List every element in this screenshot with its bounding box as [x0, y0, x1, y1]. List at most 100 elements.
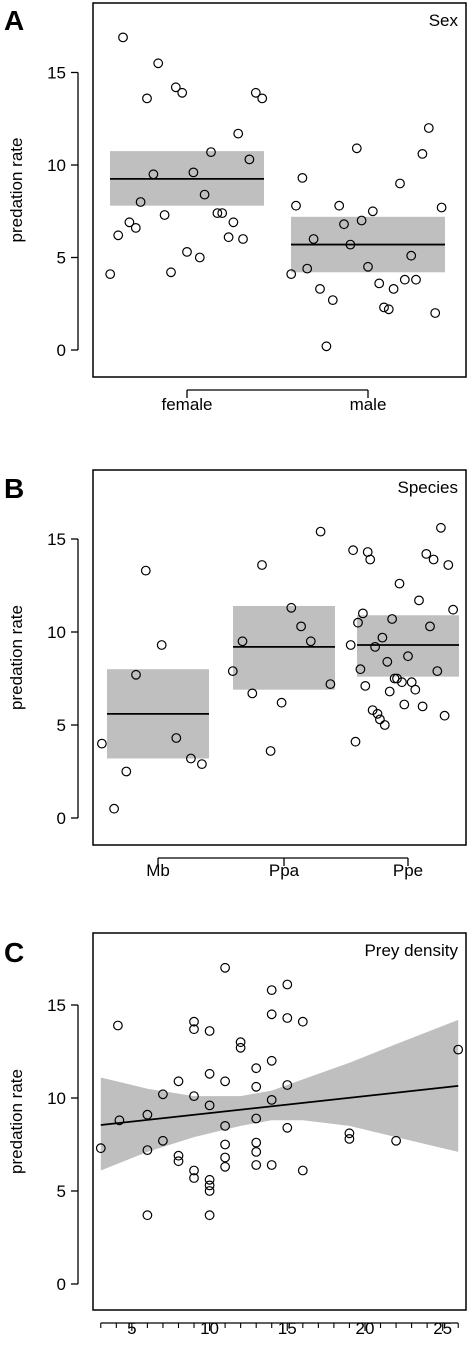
data-point: [251, 1063, 262, 1074]
data-point: [159, 210, 170, 220]
data-point: [251, 1146, 262, 1157]
data-point: [345, 239, 356, 250]
data-point: [395, 178, 405, 189]
x-tick-label: 25: [433, 1319, 452, 1338]
y-axis-label: predation rate: [7, 1069, 26, 1174]
data-point: [220, 1152, 231, 1163]
data-point: [217, 208, 228, 219]
data-point: [372, 708, 383, 719]
data-point: [297, 1016, 308, 1027]
data-point: [348, 545, 359, 556]
data-point: [257, 560, 267, 570]
data-point: [315, 284, 325, 294]
data-point: [334, 200, 345, 211]
data-point: [391, 1135, 402, 1146]
data-point: [327, 295, 338, 306]
panel-b: B Species 0 5 10 15 predation rate Mb Ppa Ppe: [4, 469, 467, 880]
data-point: [157, 1135, 168, 1146]
data-point: [244, 154, 255, 165]
data-point: [220, 1139, 231, 1150]
data-point: [118, 32, 128, 43]
data-point: [421, 549, 432, 559]
data-point: [365, 554, 376, 565]
data-point: [428, 554, 439, 565]
data-point: [266, 1094, 277, 1105]
x-tick-label: Mb: [146, 861, 170, 880]
data-point: [204, 1210, 215, 1221]
data-point: [394, 578, 405, 589]
data-point: [399, 274, 410, 285]
y-tick-label: 0: [57, 341, 66, 360]
data-point: [140, 565, 151, 576]
data-point: [282, 1122, 293, 1133]
data-point: [297, 172, 308, 183]
data-point: [308, 234, 319, 244]
x-tick-label: 5: [127, 1319, 136, 1338]
data-point: [235, 1042, 246, 1053]
data-point: [171, 733, 182, 743]
data-point: [223, 232, 234, 243]
plot-frame: [92, 2, 467, 378]
data-point: [250, 87, 261, 98]
data-point: [204, 1180, 215, 1191]
data-point: [157, 1089, 168, 1100]
data-point: [360, 681, 371, 691]
data-point: [135, 197, 146, 207]
y-axis-label: predation rate: [7, 138, 26, 243]
panel-letter: B: [4, 473, 24, 504]
data-point: [436, 202, 447, 213]
data-point: [257, 93, 268, 104]
data-point: [173, 1156, 184, 1167]
data-point: [131, 669, 141, 680]
data-point: [189, 1165, 199, 1176]
y-tick-label: 15: [47, 530, 66, 549]
data-point: [286, 269, 297, 280]
y-tick-label: 5: [57, 716, 66, 735]
data-point: [251, 1160, 262, 1170]
data-point: [367, 206, 378, 217]
data-point: [177, 87, 188, 98]
data-point: [383, 304, 394, 315]
data-point: [410, 684, 421, 695]
data-point: [189, 1024, 199, 1035]
y-tick-label: 10: [47, 156, 66, 175]
data-point: [353, 617, 363, 628]
data-point: [233, 128, 244, 139]
y-tick-label: 5: [57, 1182, 66, 1201]
panel-letter: A: [4, 5, 24, 36]
data-point: [370, 642, 381, 652]
data-point: [302, 263, 313, 274]
data-point: [251, 1081, 262, 1092]
data-point: [266, 1160, 277, 1170]
data-point: [397, 677, 407, 688]
data-point: [377, 632, 388, 643]
confidence-band: [100, 1019, 459, 1171]
data-point: [379, 302, 389, 313]
data-point: [220, 1161, 231, 1172]
y-tick-label: 15: [47, 64, 66, 83]
data-point: [220, 1076, 231, 1087]
data-point: [374, 278, 385, 289]
data-point: [113, 230, 124, 241]
data-point: [344, 1133, 355, 1144]
data-point: [443, 560, 454, 570]
data-point: [387, 614, 398, 624]
data-point: [96, 738, 107, 749]
data-point: [153, 58, 164, 69]
data-point: [142, 93, 152, 104]
data-point: [297, 1165, 308, 1176]
data-point: [305, 636, 316, 647]
data-point: [130, 222, 141, 233]
data-point: [286, 602, 297, 613]
data-point: [403, 651, 413, 662]
data-point: [375, 714, 385, 725]
data-point: [121, 766, 132, 777]
plot-frame: [92, 932, 467, 1311]
y-tick-label: 0: [57, 1275, 66, 1294]
data-point: [204, 1026, 215, 1036]
data-point: [411, 274, 421, 285]
y-tick-label: 15: [47, 996, 66, 1015]
data-point: [251, 1113, 262, 1124]
panel-letter: C: [4, 937, 24, 968]
data-point: [251, 1137, 262, 1148]
